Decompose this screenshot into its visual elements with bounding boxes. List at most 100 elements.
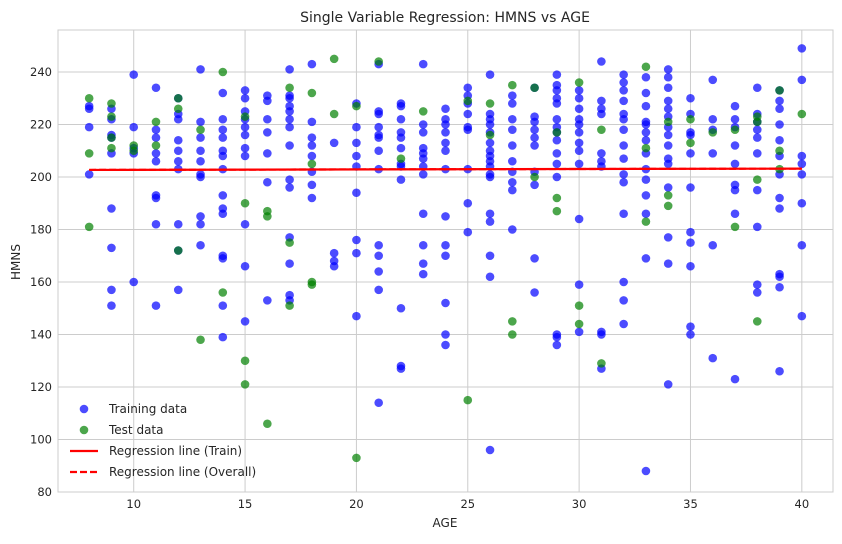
- training-point: [641, 254, 651, 263]
- training-point: [752, 83, 762, 93]
- training-point: [752, 280, 762, 289]
- test-point: [597, 359, 606, 368]
- legend-label: Test data: [108, 423, 163, 437]
- training-point: [418, 143, 428, 153]
- training-point: [240, 219, 250, 229]
- training-point: [329, 256, 339, 266]
- training-point: [263, 296, 272, 305]
- training-point: [686, 183, 695, 192]
- training-point: [196, 133, 205, 142]
- training-point: [775, 193, 784, 203]
- test-point: [107, 143, 116, 153]
- training-point: [374, 251, 383, 261]
- training-point: [508, 156, 517, 166]
- test-point: [151, 141, 161, 150]
- training-point: [218, 133, 228, 142]
- test-point: [307, 88, 317, 98]
- training-point: [730, 159, 740, 169]
- training-point: [307, 180, 317, 190]
- y-tick-label: 240: [30, 65, 52, 79]
- test-point: [196, 335, 205, 345]
- training-point: [352, 188, 361, 198]
- training-point: [552, 70, 562, 79]
- training-point: [686, 238, 695, 247]
- training-point: [307, 151, 317, 161]
- test-point: [84, 222, 94, 232]
- training-point: [196, 156, 205, 166]
- training-point: [173, 156, 183, 166]
- test-point: [173, 104, 183, 114]
- test-point: [508, 317, 517, 326]
- training-point: [508, 185, 517, 195]
- axes-frame: [57, 29, 834, 493]
- training-point: [240, 122, 250, 132]
- training-point: [463, 198, 473, 208]
- x-tick-label: 15: [238, 497, 253, 511]
- training-point: [396, 361, 406, 371]
- training-point: [463, 122, 473, 132]
- test-point: [708, 128, 718, 137]
- training-point: [307, 59, 317, 69]
- training-point: [752, 125, 762, 135]
- training-point: [463, 83, 473, 93]
- test-point: [552, 206, 562, 216]
- training-point: [619, 70, 628, 79]
- training-point: [352, 235, 361, 245]
- training-point: [686, 149, 695, 158]
- training-point: [396, 143, 406, 153]
- test-point: [84, 149, 94, 158]
- legend-marker: [79, 404, 89, 414]
- training-point: [173, 219, 183, 229]
- training-point: [307, 193, 317, 203]
- training-point: [708, 114, 718, 124]
- training-point: [597, 149, 606, 158]
- test-point: [107, 99, 116, 108]
- chart-title: Single Variable Regression: HMNS vs AGE: [300, 10, 590, 26]
- training-point: [552, 330, 562, 339]
- training-point: [441, 128, 450, 137]
- training-point: [441, 146, 450, 156]
- training-point: [151, 83, 161, 93]
- training-point: [619, 277, 628, 287]
- training-point: [641, 135, 651, 145]
- training-point: [574, 214, 584, 224]
- training-point: [285, 183, 294, 192]
- training-point: [151, 125, 161, 135]
- training-point: [686, 330, 695, 339]
- training-point: [574, 280, 584, 289]
- training-point: [663, 259, 673, 268]
- training-point: [752, 149, 762, 158]
- training-point: [552, 172, 562, 182]
- test-point: [240, 356, 250, 366]
- training-point: [441, 104, 450, 114]
- training-point: [797, 44, 807, 53]
- test-point: [752, 317, 762, 326]
- training-point: [329, 138, 339, 148]
- training-point: [285, 141, 294, 150]
- training-point: [463, 227, 473, 237]
- test-point: [418, 107, 428, 116]
- training-point: [441, 138, 450, 148]
- y-tick-label: 100: [30, 433, 52, 447]
- training-point: [396, 175, 406, 184]
- training-point: [218, 191, 228, 200]
- training-point: [240, 130, 250, 140]
- training-point: [218, 125, 228, 135]
- test-point: [641, 62, 651, 72]
- test-point: [307, 159, 317, 169]
- training-point: [530, 254, 539, 263]
- training-point: [285, 101, 294, 111]
- x-tick-label: 10: [126, 497, 141, 511]
- training-point: [797, 159, 807, 169]
- training-point: [775, 282, 784, 292]
- training-point: [263, 177, 272, 187]
- training-point: [574, 146, 584, 156]
- training-point: [84, 101, 94, 111]
- training-point: [374, 398, 383, 408]
- training-point: [552, 149, 562, 158]
- training-point: [663, 130, 673, 140]
- training-point: [285, 91, 294, 100]
- y-tick-label: 80: [37, 485, 52, 499]
- training-point: [597, 327, 606, 337]
- test-point: [352, 453, 361, 463]
